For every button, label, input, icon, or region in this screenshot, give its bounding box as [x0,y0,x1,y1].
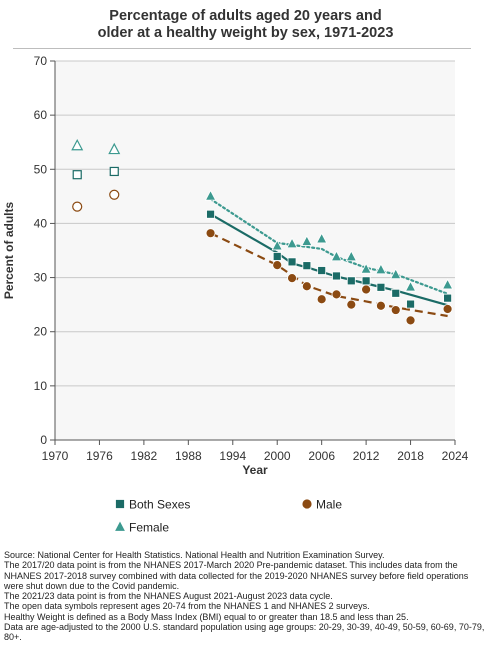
x-tick-label: 2018 [397,449,424,463]
female-point [330,250,343,262]
x-tick-label: 1970 [42,449,69,463]
x-tick-label: 2000 [264,449,291,463]
source-line: Data are age-adjusted to the 2000 U.S. s… [4,622,485,643]
female-open-point [108,142,121,155]
x-axis-label: Year [242,463,268,477]
female-point [404,280,417,292]
x-tick-label: 1988 [175,449,202,463]
y-tick-label: 60 [34,108,48,122]
legend-both-sexes-label: Both Sexes [129,498,190,512]
male-open-point [72,201,83,212]
both-sexes-point [272,252,282,261]
legend-female-swatch [113,519,127,532]
male-point [301,281,312,292]
chart-title-line-1: Percentage of adults aged 20 years and [109,8,382,24]
female-point [271,239,283,251]
y-tick-label: 0 [40,433,47,447]
female-point [390,268,402,280]
chart-title-line-2: older at a healthy weight by sex, 1971-2… [97,25,394,41]
both-sexes-point [376,282,386,292]
both-sexes-point [443,293,452,303]
legend-male-label: Male [316,498,342,512]
female-point [375,263,387,275]
y-tick-label: 20 [34,325,48,339]
male-point [405,315,416,326]
male-point [390,305,401,315]
y-tick-label: 30 [34,271,48,285]
female-point [204,189,217,201]
male-open-point [109,189,120,200]
y-tick-label: 10 [34,379,48,393]
title-divider [13,48,471,49]
source-line: The open data symbols represent ages 20-… [4,601,370,612]
x-tick-label: 2012 [353,449,380,463]
female-point [360,262,372,274]
chart-title: Percentage of adults aged 20 years and o… [0,8,491,42]
both-sexes-point [332,271,341,281]
male-point [376,300,386,311]
source-notes: Source: National Center for Health Stati… [4,550,488,643]
x-tick-label: 1994 [219,449,246,463]
x-tick-label: 2006 [308,449,335,463]
both-sexes-point [346,276,356,286]
both-sexes-point [406,299,415,309]
female-open-point [71,138,84,151]
both-sexes-open-point [109,166,119,177]
female-point [286,237,298,249]
male-point [346,299,357,310]
male-point [331,289,342,300]
chart-svg: 0 10 20 30 40 50 60 70 1970 1976 1982 1988 1994 2000 2… [2,54,469,535]
both-sexes-open-point [72,170,82,180]
y-tick-label: 70 [34,54,48,68]
legend-both-sexes-swatch [115,499,125,509]
source-line: The 2017/20 data point is from the NHANE… [4,560,469,591]
female-point [441,278,454,290]
male-point [361,284,372,295]
x-tick-label: 1982 [131,449,158,463]
both-sexes-point [361,276,371,286]
both-sexes-point [391,288,401,298]
legend-male-swatch [301,498,313,510]
source-line: Source: National Center for Health Stati… [4,550,385,560]
plot-area [55,61,455,440]
y-axis-label: Percent of adults [2,202,16,300]
both-sexes-point [287,257,297,267]
source-line: Healthy Weight is defined as a Body Mass… [4,611,409,622]
both-sexes-point [317,266,327,275]
male-point [287,273,297,284]
both-sexes-point [206,209,215,219]
male-point [272,260,283,271]
y-tick-label: 40 [34,216,48,230]
x-tick-label: 2024 [442,449,469,463]
male-point [205,228,216,239]
male-point [442,304,453,314]
y-tick-label: 50 [34,162,48,176]
both-sexes-point [302,261,312,271]
legend-female-label: Female [129,521,169,535]
source-line: The 2021/23 data point is from the NHANE… [4,591,333,602]
x-tick-label: 1976 [86,449,113,463]
male-point [316,294,327,305]
female-point [301,235,313,246]
female-point [345,250,357,262]
female-point [316,232,328,244]
